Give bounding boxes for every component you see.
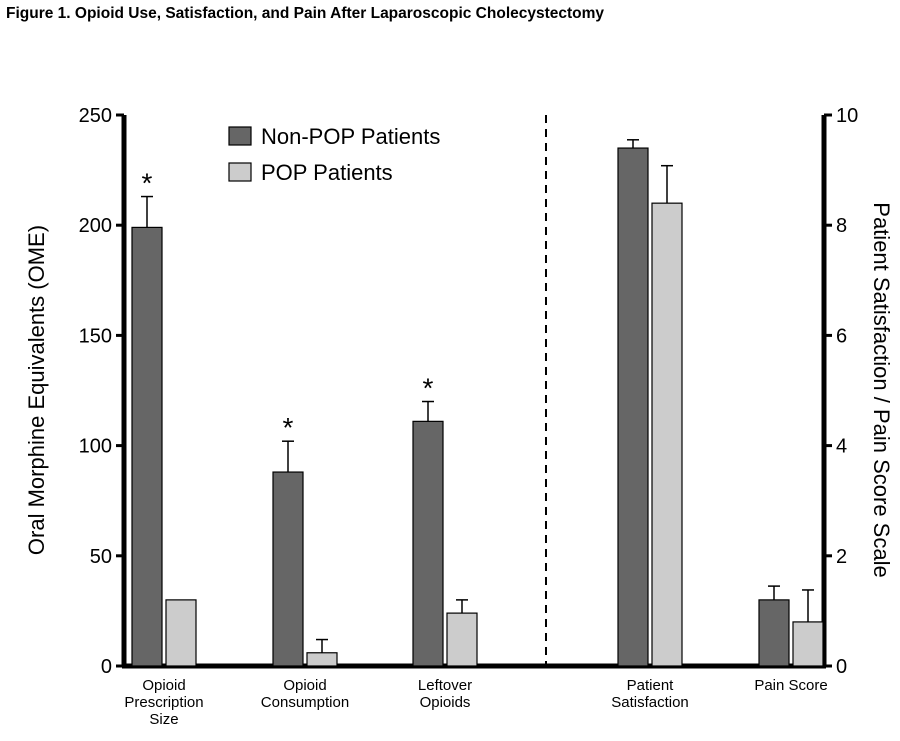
right-tick-label: 4 — [836, 436, 847, 458]
significance-marker: * — [423, 373, 434, 404]
right-tick-label: 10 — [836, 105, 858, 127]
left-axis-title: Oral Morphine Equivalents (OME) — [24, 225, 49, 555]
bar-non-pop — [758, 599, 790, 667]
category-label: Pain Score — [754, 677, 827, 694]
bar-pop — [792, 621, 824, 667]
legend-swatch — [228, 126, 252, 146]
legend-label: Non-POP Patients — [261, 124, 440, 149]
bar-pop — [165, 599, 197, 667]
bar-non-pop — [272, 471, 304, 667]
bar-non-pop — [617, 147, 649, 667]
left-tick-label: 250 — [79, 105, 112, 127]
right-tick-label: 6 — [836, 325, 847, 347]
right-axis-title: Patient Satisfaction / Pain Score Scale — [869, 202, 894, 577]
legend-swatch — [228, 162, 252, 182]
bar-pop — [651, 202, 683, 667]
category-label: Opioid — [142, 677, 185, 694]
left-tick-label: 0 — [101, 656, 112, 678]
left-tick-label: 100 — [79, 436, 112, 458]
significance-marker: * — [283, 412, 294, 443]
category-label: Consumption — [261, 694, 349, 711]
bar-pop — [446, 612, 478, 667]
category-label: Opioid — [283, 677, 326, 694]
left-tick-label: 50 — [90, 546, 112, 568]
bar-pop — [306, 652, 338, 667]
right-tick-label: 0 — [836, 656, 847, 678]
category-label: Opioids — [420, 694, 471, 711]
significance-marker: * — [142, 168, 153, 199]
axes — [121, 115, 827, 669]
left-tick-label: 200 — [79, 215, 112, 237]
legend: Non-POP Patients POP Patients — [228, 124, 440, 185]
figure-title: Figure 1. Opioid Use, Satisfaction, and … — [6, 5, 605, 22]
right-tick-label: 8 — [836, 215, 847, 237]
bar-non-pop — [131, 226, 163, 667]
category-label: Satisfaction — [611, 694, 689, 711]
bar-non-pop — [412, 420, 444, 667]
right-tick-label: 2 — [836, 546, 847, 568]
bars: *OpioidPrescriptionSize*OpioidConsumptio… — [124, 139, 828, 728]
category-label: Patient — [627, 677, 675, 694]
category-label: Leftover — [418, 677, 472, 694]
axis-ticks: 0 50 100 150 200 250 0 2 4 6 8 10 — [79, 105, 859, 678]
left-tick-label: 150 — [79, 325, 112, 347]
category-label: Size — [149, 711, 178, 728]
category-label: Prescription — [124, 694, 203, 711]
legend-label: POP Patients — [261, 160, 393, 185]
